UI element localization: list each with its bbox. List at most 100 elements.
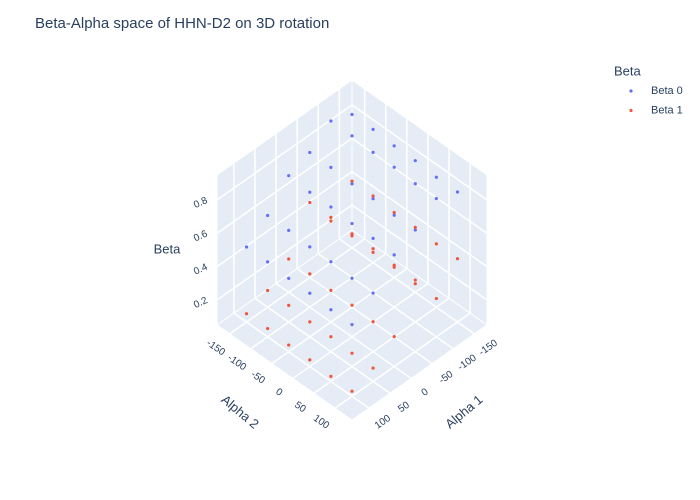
data-point	[287, 174, 291, 178]
grid-line	[351, 204, 488, 301]
data-point	[371, 150, 375, 154]
data-point	[308, 190, 312, 194]
z-tick-label: 0.4	[192, 262, 210, 278]
data-point	[350, 232, 354, 236]
grid-line	[351, 137, 488, 234]
data-point	[329, 205, 333, 209]
data-point	[287, 303, 291, 307]
z-tick-label: 0.8	[192, 195, 210, 211]
data-point	[371, 194, 375, 198]
data-point	[413, 278, 417, 282]
data-point	[329, 260, 333, 264]
data-point	[350, 276, 354, 280]
data-point	[392, 213, 396, 217]
data-point	[329, 288, 333, 292]
data-point	[329, 335, 333, 339]
data-point	[329, 119, 333, 123]
data-point	[371, 197, 375, 201]
chart-title: Beta-Alpha space of HHN-D2 on 3D rotatio…	[35, 15, 329, 32]
grid-line	[334, 312, 471, 409]
data-point	[350, 351, 354, 355]
legend-marker[interactable]	[629, 108, 633, 113]
legend-label[interactable]: Beta 1	[651, 104, 683, 116]
data-point	[350, 134, 354, 138]
data-point	[329, 165, 333, 169]
data-point	[392, 144, 396, 148]
data-point	[266, 288, 270, 293]
data-point	[434, 296, 438, 301]
legend-marker[interactable]	[629, 89, 633, 93]
y-tick-label: 100	[311, 413, 331, 432]
data-point	[434, 175, 438, 179]
z-tick-label: 0.6	[192, 228, 210, 244]
data-point	[287, 276, 291, 280]
data-point	[287, 257, 291, 261]
data-point	[350, 389, 354, 393]
data-point	[392, 210, 396, 215]
data-point	[266, 260, 270, 264]
grid-line	[313, 297, 450, 394]
z-tick-label: 0.2	[192, 295, 210, 311]
y-tick-label: 50	[292, 400, 308, 416]
data-point	[392, 253, 396, 257]
data-point	[350, 221, 354, 226]
x-axis-title: Alpha 1	[442, 392, 485, 432]
x-tick-label: -100	[456, 352, 479, 373]
data-point	[455, 257, 460, 261]
grid-line	[229, 238, 366, 335]
data-point	[350, 179, 354, 183]
data-point	[413, 182, 417, 186]
data-point	[413, 159, 417, 163]
x-tick-label: -50	[437, 369, 456, 387]
data-point	[329, 308, 333, 312]
x-tick-label: -150	[477, 338, 500, 359]
data-point	[371, 236, 375, 240]
data-point	[350, 182, 354, 186]
data-point	[371, 127, 375, 131]
data-point	[308, 272, 312, 276]
data-point	[350, 322, 354, 327]
data-point	[413, 228, 417, 232]
data-point	[308, 320, 312, 324]
grid-line	[271, 267, 408, 365]
data-point	[308, 150, 312, 155]
data-point	[455, 190, 460, 194]
x-tick-label: 100	[373, 413, 393, 432]
y-tick-label: 0	[273, 386, 284, 398]
data-point	[308, 200, 312, 205]
data-point	[350, 112, 354, 117]
data-point	[308, 245, 312, 249]
data-point	[392, 263, 396, 267]
data-point	[266, 213, 270, 218]
grid-line	[351, 171, 488, 268]
grid-line	[216, 137, 353, 234]
data-point	[371, 320, 375, 324]
data-point	[329, 215, 333, 219]
data-point	[392, 165, 396, 169]
data-point	[413, 282, 417, 286]
y-tick-label: -100	[225, 353, 248, 374]
data-point	[287, 343, 291, 347]
legend-label[interactable]: Beta 0	[651, 85, 683, 97]
y-tick-label: -150	[204, 338, 227, 359]
x-tick-label: 50	[396, 399, 412, 415]
data-point	[371, 291, 375, 295]
grid-line	[351, 104, 488, 201]
data-point	[329, 219, 333, 223]
grid-line	[216, 171, 353, 268]
grid-line	[296, 267, 433, 365]
data-point	[244, 312, 249, 316]
data-point	[308, 358, 312, 362]
grid-line	[292, 282, 429, 380]
x-tick-label: 0	[420, 386, 431, 398]
grid-line	[275, 282, 412, 380]
legend-title: Beta	[614, 63, 642, 78]
z-axis-title: Beta	[154, 241, 182, 256]
data-point	[413, 225, 417, 229]
data-point	[371, 250, 375, 254]
data-point	[266, 326, 270, 331]
data-point	[244, 245, 249, 249]
data-point	[308, 291, 312, 295]
grid-line	[233, 312, 370, 409]
